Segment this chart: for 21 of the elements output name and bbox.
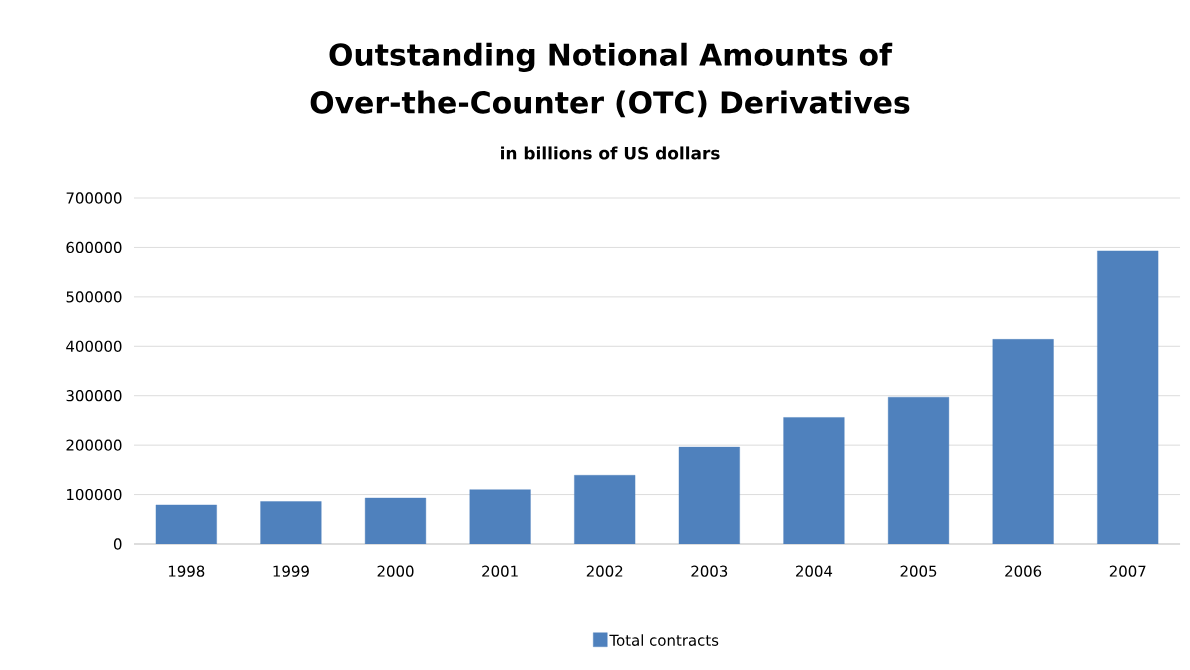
y-tick-label: 300000: [66, 390, 122, 402]
legend-label: Total contracts: [609, 634, 719, 646]
chart-title: Outstanding Notional Amounts of Over-the-Counter (OTC) Derivatives: [310, 42, 910, 118]
y-tick-label: 500000: [66, 291, 122, 303]
x-tick-label: 2007: [1109, 565, 1146, 577]
x-tick-label: 2001: [482, 565, 518, 577]
x-tick-label: 1999: [273, 565, 309, 577]
x-tick-label: 2000: [377, 565, 414, 577]
y-tick-label: 600000: [66, 241, 122, 254]
x-tick-label: 2003: [691, 565, 728, 577]
x-tick-label: 2002: [586, 565, 623, 577]
y-tick-label: 400000: [66, 340, 122, 352]
x-tick-label: 1998: [168, 565, 205, 577]
y-tick-label: 100000: [67, 488, 122, 501]
x-tick-label: 2006: [1005, 565, 1042, 577]
x-tick-label: 2005: [900, 565, 937, 577]
y-tick-label: 700000: [66, 192, 122, 204]
chart-subtitle: in billions of US dollars: [501, 146, 720, 160]
x-tick-label: 2004: [796, 565, 833, 577]
y-tick-label: 0: [113, 538, 122, 550]
y-tick-label: 200000: [66, 439, 122, 451]
